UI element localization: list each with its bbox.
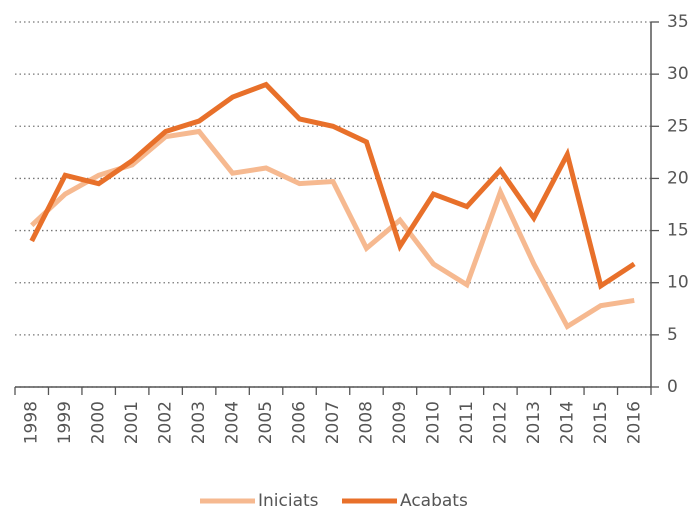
y-tick-label: 15	[667, 221, 689, 241]
x-tick-label: 2014	[557, 401, 577, 444]
x-tick-label: 1999	[55, 401, 75, 444]
x-tick-label: 2008	[356, 401, 376, 444]
y-tick-label: 25	[667, 116, 689, 136]
x-tick-label: 2006	[290, 401, 310, 444]
y-tick-label: 10	[667, 273, 689, 293]
x-tick-label: 2011	[457, 401, 477, 444]
x-tick-label: 2004	[223, 401, 243, 444]
x-tick-label: 2007	[323, 401, 343, 444]
x-tick-label: 2000	[89, 401, 109, 444]
y-tick-label: 20	[667, 168, 689, 188]
y-tick-label: 0	[667, 377, 678, 397]
x-tick-label: 1998	[22, 401, 42, 444]
series-line	[29, 81, 636, 290]
x-tick-label: 2003	[189, 401, 209, 444]
x-tick-label: 2012	[490, 401, 510, 444]
series-line	[30, 128, 635, 331]
legend-label: Acabats	[400, 491, 468, 511]
y-tick-label: 5	[667, 325, 678, 345]
y-tick-label: 35	[667, 12, 689, 32]
x-tick-label: 2015	[591, 401, 611, 444]
x-tick-label: 2010	[423, 401, 443, 444]
x-tick-label: 2005	[256, 401, 276, 444]
legend-label: Iniciats	[258, 491, 319, 511]
x-tick-label: 2016	[624, 401, 644, 444]
x-tick-label: 2009	[390, 401, 410, 444]
y-tick-label: 30	[667, 64, 689, 84]
x-tick-label: 2002	[156, 401, 176, 444]
x-tick-label: 2013	[524, 401, 544, 444]
x-tick-label: 2001	[122, 401, 142, 444]
